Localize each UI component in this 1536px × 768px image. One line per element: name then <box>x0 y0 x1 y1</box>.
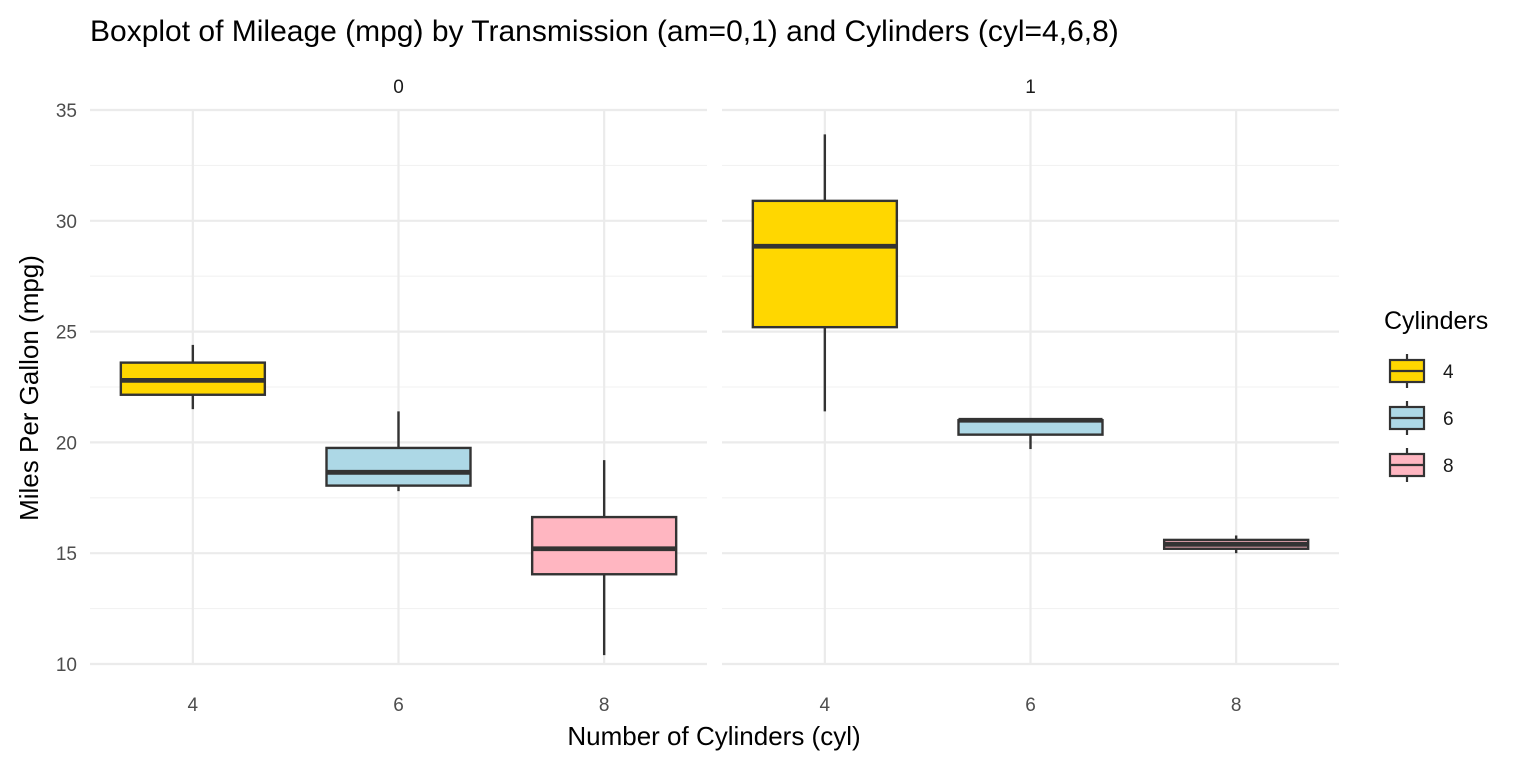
legend-label: 8 <box>1443 456 1454 477</box>
box-iqr <box>325 446 472 487</box>
plot-panels: 0 4 6 8 1 4 6 8 <box>90 77 1339 716</box>
x-tick-label: 4 <box>820 695 831 716</box>
chart-title: Boxplot of Mileage (mpg) by Transmission… <box>90 15 1119 48</box>
box-am1-cyl8 <box>1162 535 1310 554</box>
x-tick-label: 6 <box>1025 695 1036 716</box>
y-tick-label: 30 <box>56 212 77 233</box>
legend-item-4: 4 <box>1388 354 1454 388</box>
panel-am-0: 0 4 6 8 <box>90 77 707 716</box>
box-am1-cyl6 <box>957 417 1104 450</box>
y-axis: 10 15 20 25 30 35 <box>56 101 77 676</box>
legend-title: Cylinders <box>1384 307 1488 335</box>
y-axis-title: Miles Per Gallon (mpg) <box>14 255 44 521</box>
x-tick-label: 8 <box>1231 695 1242 716</box>
x-axis-title: Number of Cylinders (cyl) <box>567 721 860 751</box>
y-tick-label: 10 <box>56 655 77 676</box>
box-am0-cyl6 <box>325 411 472 492</box>
facet-label-0: 0 <box>393 77 404 98</box>
y-tick-label: 20 <box>56 433 77 454</box>
legend-item-6: 6 <box>1388 401 1454 435</box>
box-iqr <box>751 199 899 329</box>
legend-label: 4 <box>1443 362 1454 383</box>
legend-item-8: 8 <box>1388 448 1454 482</box>
x-tick-label: 6 <box>393 695 404 716</box>
box-am0-cyl4 <box>119 344 267 410</box>
box-am0-cyl8 <box>530 460 678 656</box>
legend-label: 6 <box>1443 409 1454 430</box>
box-iqr <box>530 515 678 576</box>
x-tick-label: 8 <box>599 695 610 716</box>
facet-label-1: 1 <box>1025 77 1036 98</box>
y-tick-label: 35 <box>56 101 77 122</box>
y-tick-label: 25 <box>56 323 77 344</box>
x-tick-label: 4 <box>188 695 199 716</box>
box-am1-cyl4 <box>751 134 899 412</box>
y-tick-label: 15 <box>56 544 77 565</box>
panel-am-1: 1 4 6 8 <box>722 77 1339 716</box>
legend: Cylinders 4 6 8 <box>1384 307 1488 482</box>
